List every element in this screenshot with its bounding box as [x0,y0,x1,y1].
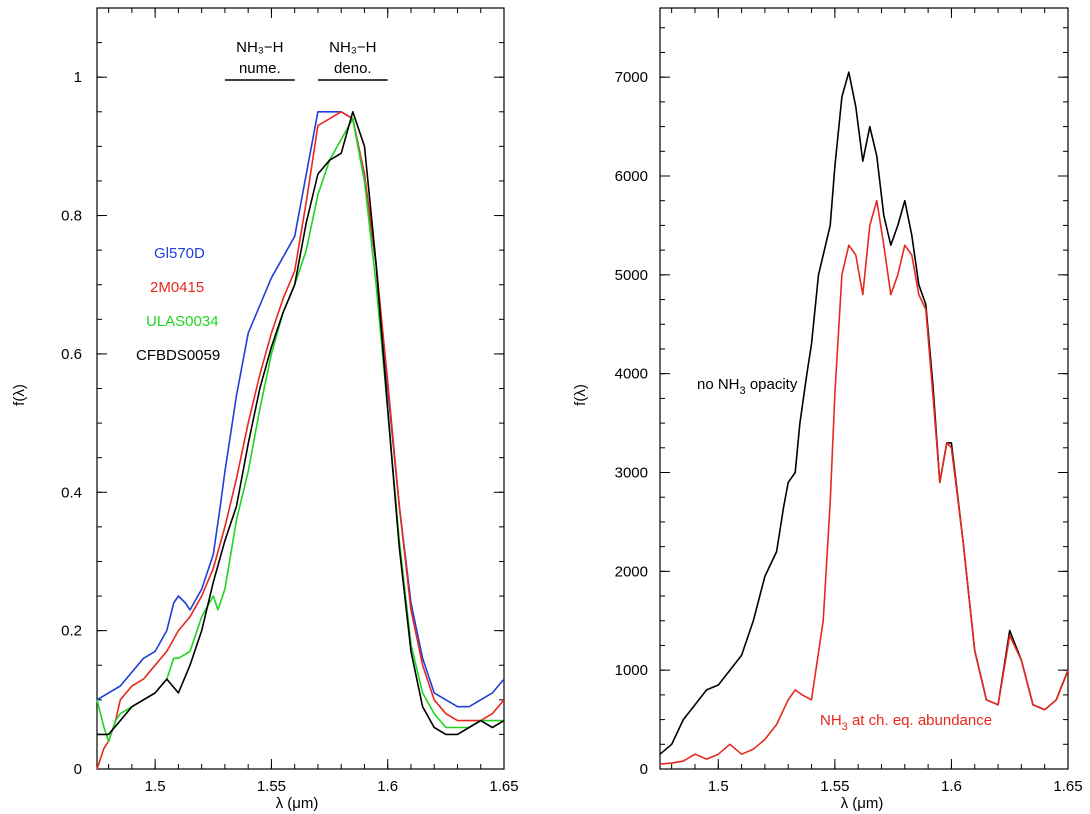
band-sublabel: deno. [334,60,372,77]
annotation-subscript: 3 [740,385,746,397]
x-tick-label: 1.55 [257,778,286,795]
right-series-lines [659,71,1069,765]
y-tick-label: 0.8 [61,208,82,225]
y-tick-label: 2000 [615,563,648,580]
y-tick-label: 1 [74,69,82,86]
y-tick-label: 0.6 [61,346,82,363]
left-tick-labels: 1.5 1.55 1.6 1.65 0 0.2 0.4 0.6 0.8 1 [61,69,518,795]
series-line-2m0415 [96,111,505,770]
y-tick-label: 1000 [615,662,648,679]
left-legend: Gl570D 2M0415 ULAS0034 CFBDS0059 [136,245,220,364]
left-bands: NH₃−H nume. NH₃−H deno. [224,39,388,81]
annotation-text: NH3 at ch. eq. abundance [820,712,992,733]
left-ticks [97,7,505,770]
x-tick-label: 1.65 [1053,778,1082,795]
right-x-axis-label: λ (μm) [841,795,884,812]
legend-entry: 2M0415 [150,279,204,296]
annotation-part: opacity [746,376,798,393]
annotation-part: at ch. eq. abundance [848,712,992,729]
annotation-part: no NH [697,376,740,393]
annotation-text: no NH3 opacity [697,376,798,397]
left-plot-frame [96,7,505,770]
y-tick-label: 5000 [615,267,648,284]
legend-entry: Gl570D [154,245,205,262]
y-tick-label: 0.4 [61,484,82,501]
band-label: NH₃−H [329,39,376,56]
annotation-subscript: 3 [842,721,848,733]
right-ticks [660,8,1069,770]
right-panel: 1.5 1.55 1.6 1.65 0 1000 2000 3000 4000 5000 6000 7… [572,7,1083,812]
y-tick-label: 0.2 [61,623,82,640]
series-line-ulas0034 [96,117,504,743]
y-tick-label: 4000 [615,366,648,383]
x-tick-label: 1.5 [708,778,729,795]
y-tick-label: 6000 [615,168,648,185]
series-line-cfbds0059 [97,111,505,736]
y-tick-label: 7000 [615,69,648,86]
x-tick-label: 1.6 [377,778,398,795]
left-series-lines [96,111,505,770]
left-y-axis-label: f(λ) [11,384,28,406]
series-line-nh3-at-ch-eq-abundance [659,199,1069,765]
y-tick-label: 3000 [615,465,648,482]
x-tick-label: 1.55 [820,778,849,795]
annotation-part: NH [820,712,842,729]
x-tick-label: 1.65 [489,778,518,795]
left-x-axis-label: λ (μm) [276,795,319,812]
right-y-axis-label: f(λ) [572,384,589,406]
y-tick-label: 0 [640,761,648,778]
legend-entry: CFBDS0059 [136,347,220,364]
legend-entry: ULAS0034 [146,313,219,330]
band-sublabel: nume. [239,60,281,77]
series-line-gl570d [96,111,505,708]
x-tick-label: 1.5 [145,778,166,795]
right-tick-labels: 1.5 1.55 1.6 1.65 0 1000 2000 3000 4000 5000 6000 7… [615,69,1083,795]
right-plot-frame [659,7,1069,770]
y-tick-label: 0 [74,761,82,778]
x-tick-label: 1.6 [941,778,962,795]
band-label: NH₃−H [236,39,283,56]
